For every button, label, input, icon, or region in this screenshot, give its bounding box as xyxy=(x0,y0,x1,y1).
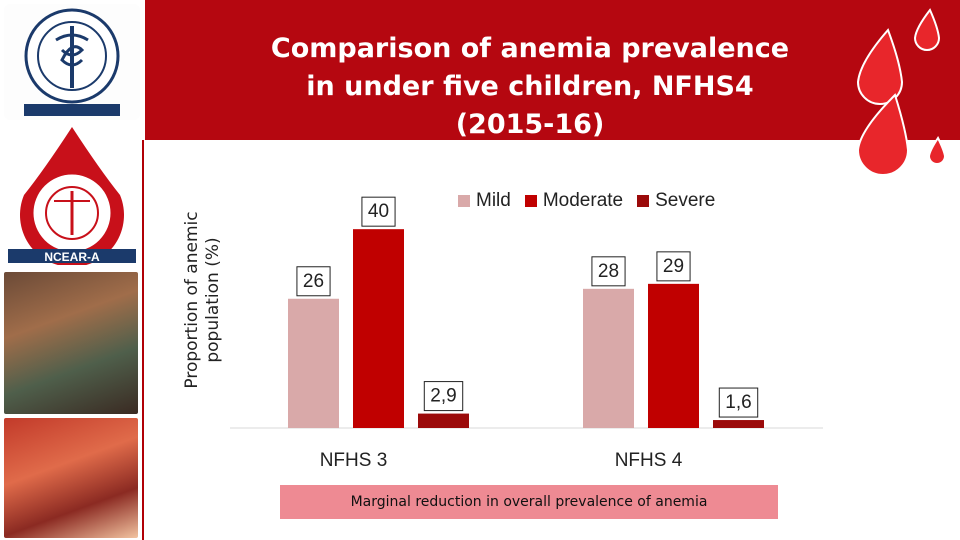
children-photo xyxy=(4,418,138,538)
data-label-box-severe-2 xyxy=(718,387,759,418)
data-label-severe-2: 1,6 xyxy=(725,392,751,413)
legend-label-mild: Mild xyxy=(476,190,511,211)
data-label-box-mild-1 xyxy=(296,266,331,297)
aiims-emblem-logo xyxy=(4,4,140,120)
legend-item-moderate: Moderate xyxy=(524,190,624,212)
data-label-box-severe-1 xyxy=(423,381,464,412)
x-tick-label-1: NFHS 3 xyxy=(320,450,388,471)
sidebar-divider xyxy=(142,140,144,540)
bar-mild-1 xyxy=(288,298,339,428)
blood-drops-decoration xyxy=(820,0,960,190)
bar-severe-1 xyxy=(418,413,469,428)
bar-moderate-1 xyxy=(353,229,404,428)
chart-legend: Mild Moderate Severe xyxy=(458,190,715,212)
bar-severe-2 xyxy=(713,420,764,428)
legend-item-mild: Mild xyxy=(458,190,511,212)
ccm-emblem-logo: NCEAR-A xyxy=(4,125,140,267)
data-label-mild-2: 28 xyxy=(598,261,619,282)
bar-mild-2 xyxy=(583,288,634,428)
y-axis-label: Proportion of anemic population (%) xyxy=(182,211,223,389)
data-label-moderate-2: 29 xyxy=(663,256,684,277)
data-label-box-mild-2 xyxy=(591,256,626,287)
title-band xyxy=(145,0,960,140)
slide-background xyxy=(145,140,960,540)
legend-item-severe: Severe xyxy=(637,190,715,212)
mother-child-photo xyxy=(4,272,138,414)
x-tick-label-2: NFHS 4 xyxy=(615,450,683,471)
data-label-mild-1: 26 xyxy=(303,271,324,292)
data-label-box-moderate-2 xyxy=(656,251,691,282)
summary-note: Marginal reduction in overall prevalence… xyxy=(280,485,778,519)
svg-text:NCEAR-A: NCEAR-A xyxy=(44,250,100,264)
data-label-moderate-1: 40 xyxy=(368,201,389,222)
sidebar: NCEAR-A xyxy=(0,0,145,540)
bar-chart: 26 40 2,9 NFHS 3 28 29 1,6 NFHS 4 xyxy=(230,196,823,471)
legend-swatch-severe xyxy=(637,195,650,207)
legend-swatch-mild xyxy=(458,195,470,207)
legend-label-severe: Severe xyxy=(655,190,716,211)
bar-moderate-2 xyxy=(648,283,699,428)
slide-title: Comparison of anemia prevalence in under… xyxy=(270,33,790,140)
legend-label-moderate: Moderate xyxy=(542,190,624,211)
data-label-severe-1: 2,9 xyxy=(430,386,456,407)
legend-swatch-moderate xyxy=(524,195,537,207)
data-label-box-moderate-1 xyxy=(361,196,396,227)
